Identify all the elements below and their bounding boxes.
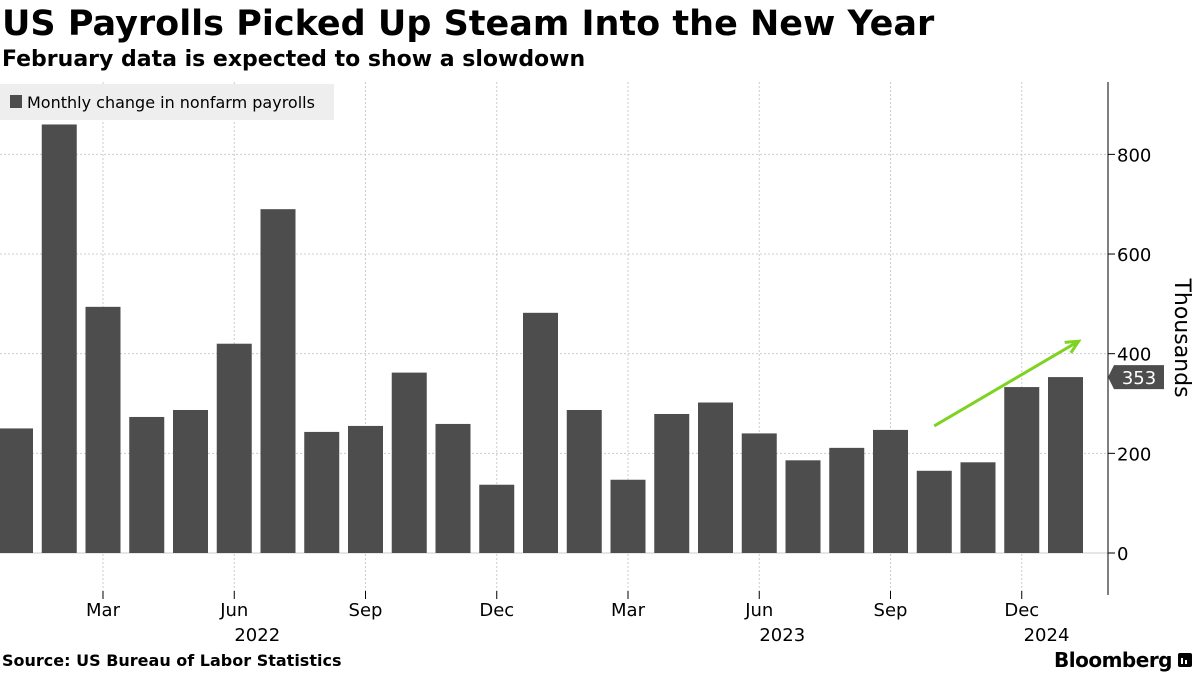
- y-tick-label: 600: [1117, 245, 1151, 266]
- legend-swatch: [10, 95, 22, 108]
- bar: [916, 470, 952, 553]
- bars: [0, 124, 1083, 553]
- bloomberg-chart-icon: [1178, 653, 1192, 667]
- bar: [479, 484, 515, 553]
- bar: [348, 425, 383, 553]
- y-tick-label: 800: [1117, 145, 1151, 166]
- bar: [173, 409, 208, 553]
- legend-label: Monthly change in nonfarm payrolls: [27, 93, 315, 112]
- bar: [785, 460, 821, 553]
- y-tick-label: 400: [1117, 345, 1151, 366]
- y-axis-title: Thousands: [1169, 277, 1194, 397]
- x-tick-label: Dec: [479, 600, 514, 621]
- last-value-tag: [1108, 365, 1164, 390]
- bar: [304, 431, 340, 553]
- annotation: [933, 339, 1082, 428]
- bar: [41, 124, 77, 553]
- x-year-label: 2022: [234, 625, 280, 646]
- brand-logo: Bloomberg: [1054, 648, 1192, 672]
- bar: [829, 447, 865, 553]
- bar: [1004, 387, 1040, 553]
- y-tick-label: 0: [1117, 544, 1128, 565]
- bar: [873, 429, 908, 553]
- legend: Monthly change in nonfarm payrolls: [0, 84, 334, 120]
- bar: [1048, 377, 1083, 553]
- bar: [85, 306, 121, 553]
- bar: [523, 312, 558, 553]
- chart-title: US Payrolls Picked Up Steam Into the New…: [2, 4, 935, 44]
- trend-arrow-head: [1064, 339, 1082, 354]
- bar: [129, 416, 165, 553]
- x-year-label: 2024: [1024, 625, 1070, 646]
- trend-arrow-line: [933, 339, 1080, 428]
- last-value-label: 353: [1122, 368, 1156, 389]
- chart-subtitle: February data is expected to show a slow…: [2, 47, 586, 72]
- bar: [566, 409, 602, 553]
- bar: [216, 343, 252, 553]
- x-tick-label: Mar: [611, 600, 646, 621]
- y-tick-label: 200: [1117, 444, 1151, 465]
- bar: [960, 462, 996, 553]
- legend-box: [0, 84, 334, 120]
- bar: [435, 423, 471, 553]
- x-tick-label: Jun: [744, 600, 773, 621]
- bar: [260, 209, 296, 553]
- source-note: Source: US Bureau of Labor Statistics: [2, 651, 342, 670]
- bar: [698, 402, 733, 553]
- x-tick-label: Jun: [219, 600, 248, 621]
- bar: [741, 433, 777, 553]
- axes: 0 200 400 600 800 Thousands Mar Jun Sep Dec Mar Jun…: [86, 82, 1194, 646]
- x-tick-label: Sep: [874, 600, 908, 621]
- x-tick-label: Dec: [1004, 600, 1039, 621]
- x-year-label: 2023: [759, 625, 805, 646]
- brand-name: Bloomberg: [1054, 648, 1172, 672]
- bar: [610, 479, 646, 553]
- bar: [654, 413, 690, 553]
- x-tick-label: Sep: [349, 600, 383, 621]
- bar: [391, 372, 427, 553]
- bar: [0, 428, 33, 553]
- x-tick-label: Mar: [86, 600, 121, 621]
